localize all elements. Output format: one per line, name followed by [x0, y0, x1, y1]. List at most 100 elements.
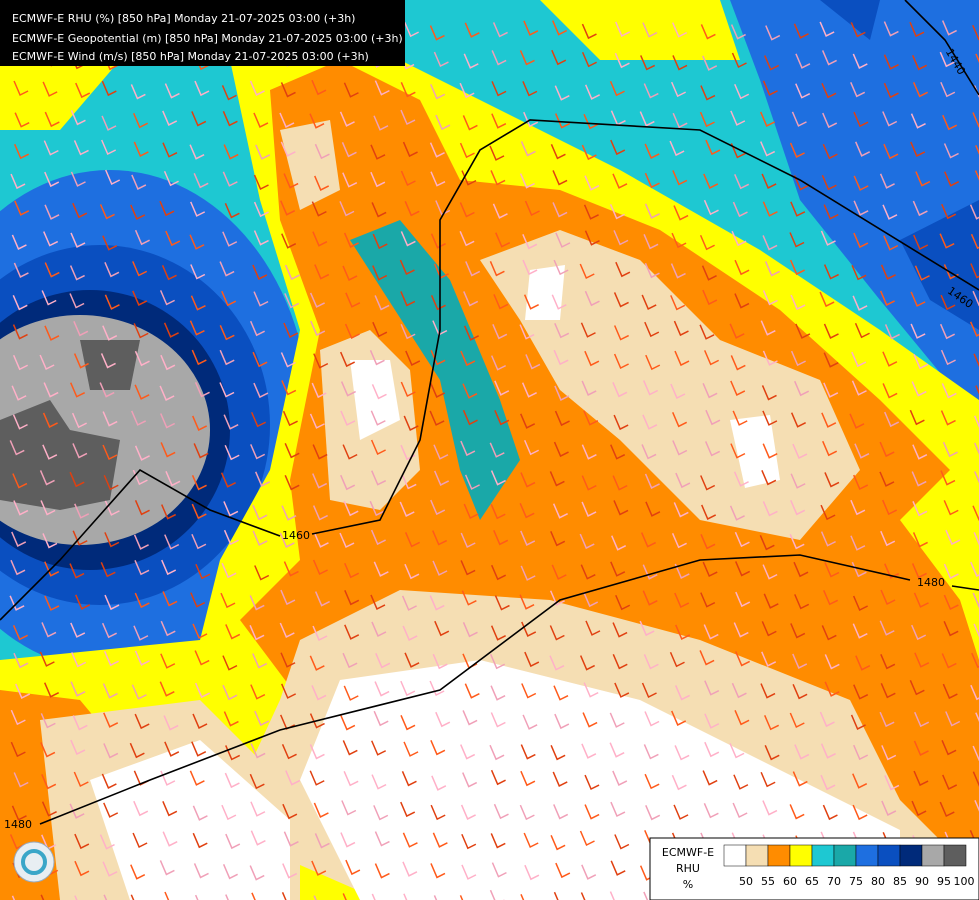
wind-barb	[190, 264, 206, 280]
wind-barb	[792, 683, 808, 700]
wind-barb	[884, 411, 900, 428]
wind-barb	[252, 653, 268, 669]
wind-barb	[584, 804, 600, 820]
wind-barb	[910, 113, 926, 129]
wind-barb	[972, 745, 979, 762]
wind-barb	[643, 654, 659, 670]
wind-barb	[672, 412, 688, 428]
wind-barb	[10, 559, 26, 576]
wind-barb	[852, 804, 868, 821]
wind-barb	[340, 410, 356, 426]
wind-barb	[941, 740, 957, 756]
wind-barb	[609, 712, 625, 728]
wind-barb	[43, 382, 59, 398]
wind-barb	[104, 532, 120, 548]
wind-barb	[583, 682, 599, 698]
wind-barb	[253, 112, 269, 128]
wind-barb	[580, 892, 586, 900]
wind-barb	[553, 259, 569, 276]
wind-barb	[280, 82, 296, 98]
wind-barb	[462, 621, 478, 638]
wind-barb	[371, 621, 387, 637]
wind-barb	[524, 864, 540, 881]
wind-barb	[939, 323, 955, 340]
wind-barb	[790, 623, 806, 639]
wind-barb	[821, 412, 837, 428]
wind-barb	[74, 833, 90, 850]
wind-barb	[699, 234, 715, 251]
wind-barb	[614, 834, 630, 850]
wind-barb	[699, 111, 715, 128]
wind-barb	[314, 833, 330, 849]
legend-unit: %	[683, 878, 693, 891]
wind-barb	[730, 355, 746, 371]
wind-barb	[100, 561, 116, 578]
wind-barb	[912, 501, 928, 517]
wind-barb	[879, 471, 895, 487]
wind-barb	[222, 655, 238, 671]
wind-barb	[370, 410, 386, 426]
wind-barb	[822, 804, 838, 821]
legend-variable: RHU	[676, 862, 700, 875]
wind-barb	[704, 441, 721, 457]
wind-barb	[69, 803, 85, 819]
wind-barb	[673, 804, 689, 820]
wind-barb	[882, 111, 898, 127]
wind-barb	[670, 263, 686, 279]
wind-barb	[491, 862, 507, 878]
wind-barb	[945, 711, 961, 727]
wind-barb	[644, 203, 660, 219]
wind-barb	[435, 114, 451, 131]
wind-barb	[433, 444, 449, 460]
wind-barb	[729, 743, 745, 759]
wind-barb	[105, 169, 121, 186]
wind-barb	[370, 439, 386, 456]
wind-barb	[343, 82, 359, 98]
wind-barb	[313, 532, 329, 548]
wind-barb	[312, 231, 328, 247]
wind-barb	[495, 232, 511, 248]
wind-barb	[13, 80, 29, 97]
wind-barb	[759, 535, 775, 551]
wind-barb	[39, 470, 55, 486]
wind-barb	[730, 24, 746, 40]
legend-swatch	[833, 844, 857, 867]
wind-barb	[939, 51, 955, 68]
wind-barb	[42, 533, 58, 549]
wind-barb	[974, 442, 979, 455]
wind-barb	[610, 561, 626, 577]
wind-barb	[281, 233, 297, 249]
legend-swatch	[723, 844, 747, 867]
wind-barb	[581, 475, 597, 491]
wind-barb	[610, 801, 626, 818]
wind-barb	[941, 203, 957, 220]
wind-barb	[914, 265, 930, 281]
wind-barb	[549, 655, 565, 671]
wind-barb	[491, 81, 507, 97]
wind-barb	[191, 741, 207, 757]
wind-barb	[910, 141, 926, 157]
wind-barb	[644, 321, 660, 338]
wind-barb	[704, 741, 720, 758]
wind-barb	[250, 743, 266, 759]
wind-barb	[159, 385, 175, 401]
wind-barb	[195, 563, 211, 580]
wind-barb	[39, 354, 55, 371]
wind-barb	[821, 174, 837, 191]
wind-barb	[850, 535, 866, 551]
wind-barb	[463, 291, 479, 307]
wind-barb	[581, 444, 597, 460]
wind-barb	[549, 471, 565, 487]
wind-barb	[581, 380, 597, 396]
header-line: ECMWF-E RHU (%) [850 hPa] Monday 21-07-2…	[12, 12, 355, 25]
wind-barb	[13, 772, 29, 788]
wind-barb	[102, 444, 118, 461]
wind-barb	[789, 712, 805, 729]
wind-barb	[12, 354, 28, 371]
wind-barb	[191, 111, 207, 127]
wind-barb	[850, 714, 866, 730]
wind-barb	[731, 52, 747, 69]
wind-barb	[884, 775, 900, 791]
wind-barb	[370, 144, 386, 160]
wind-barb	[100, 353, 116, 369]
